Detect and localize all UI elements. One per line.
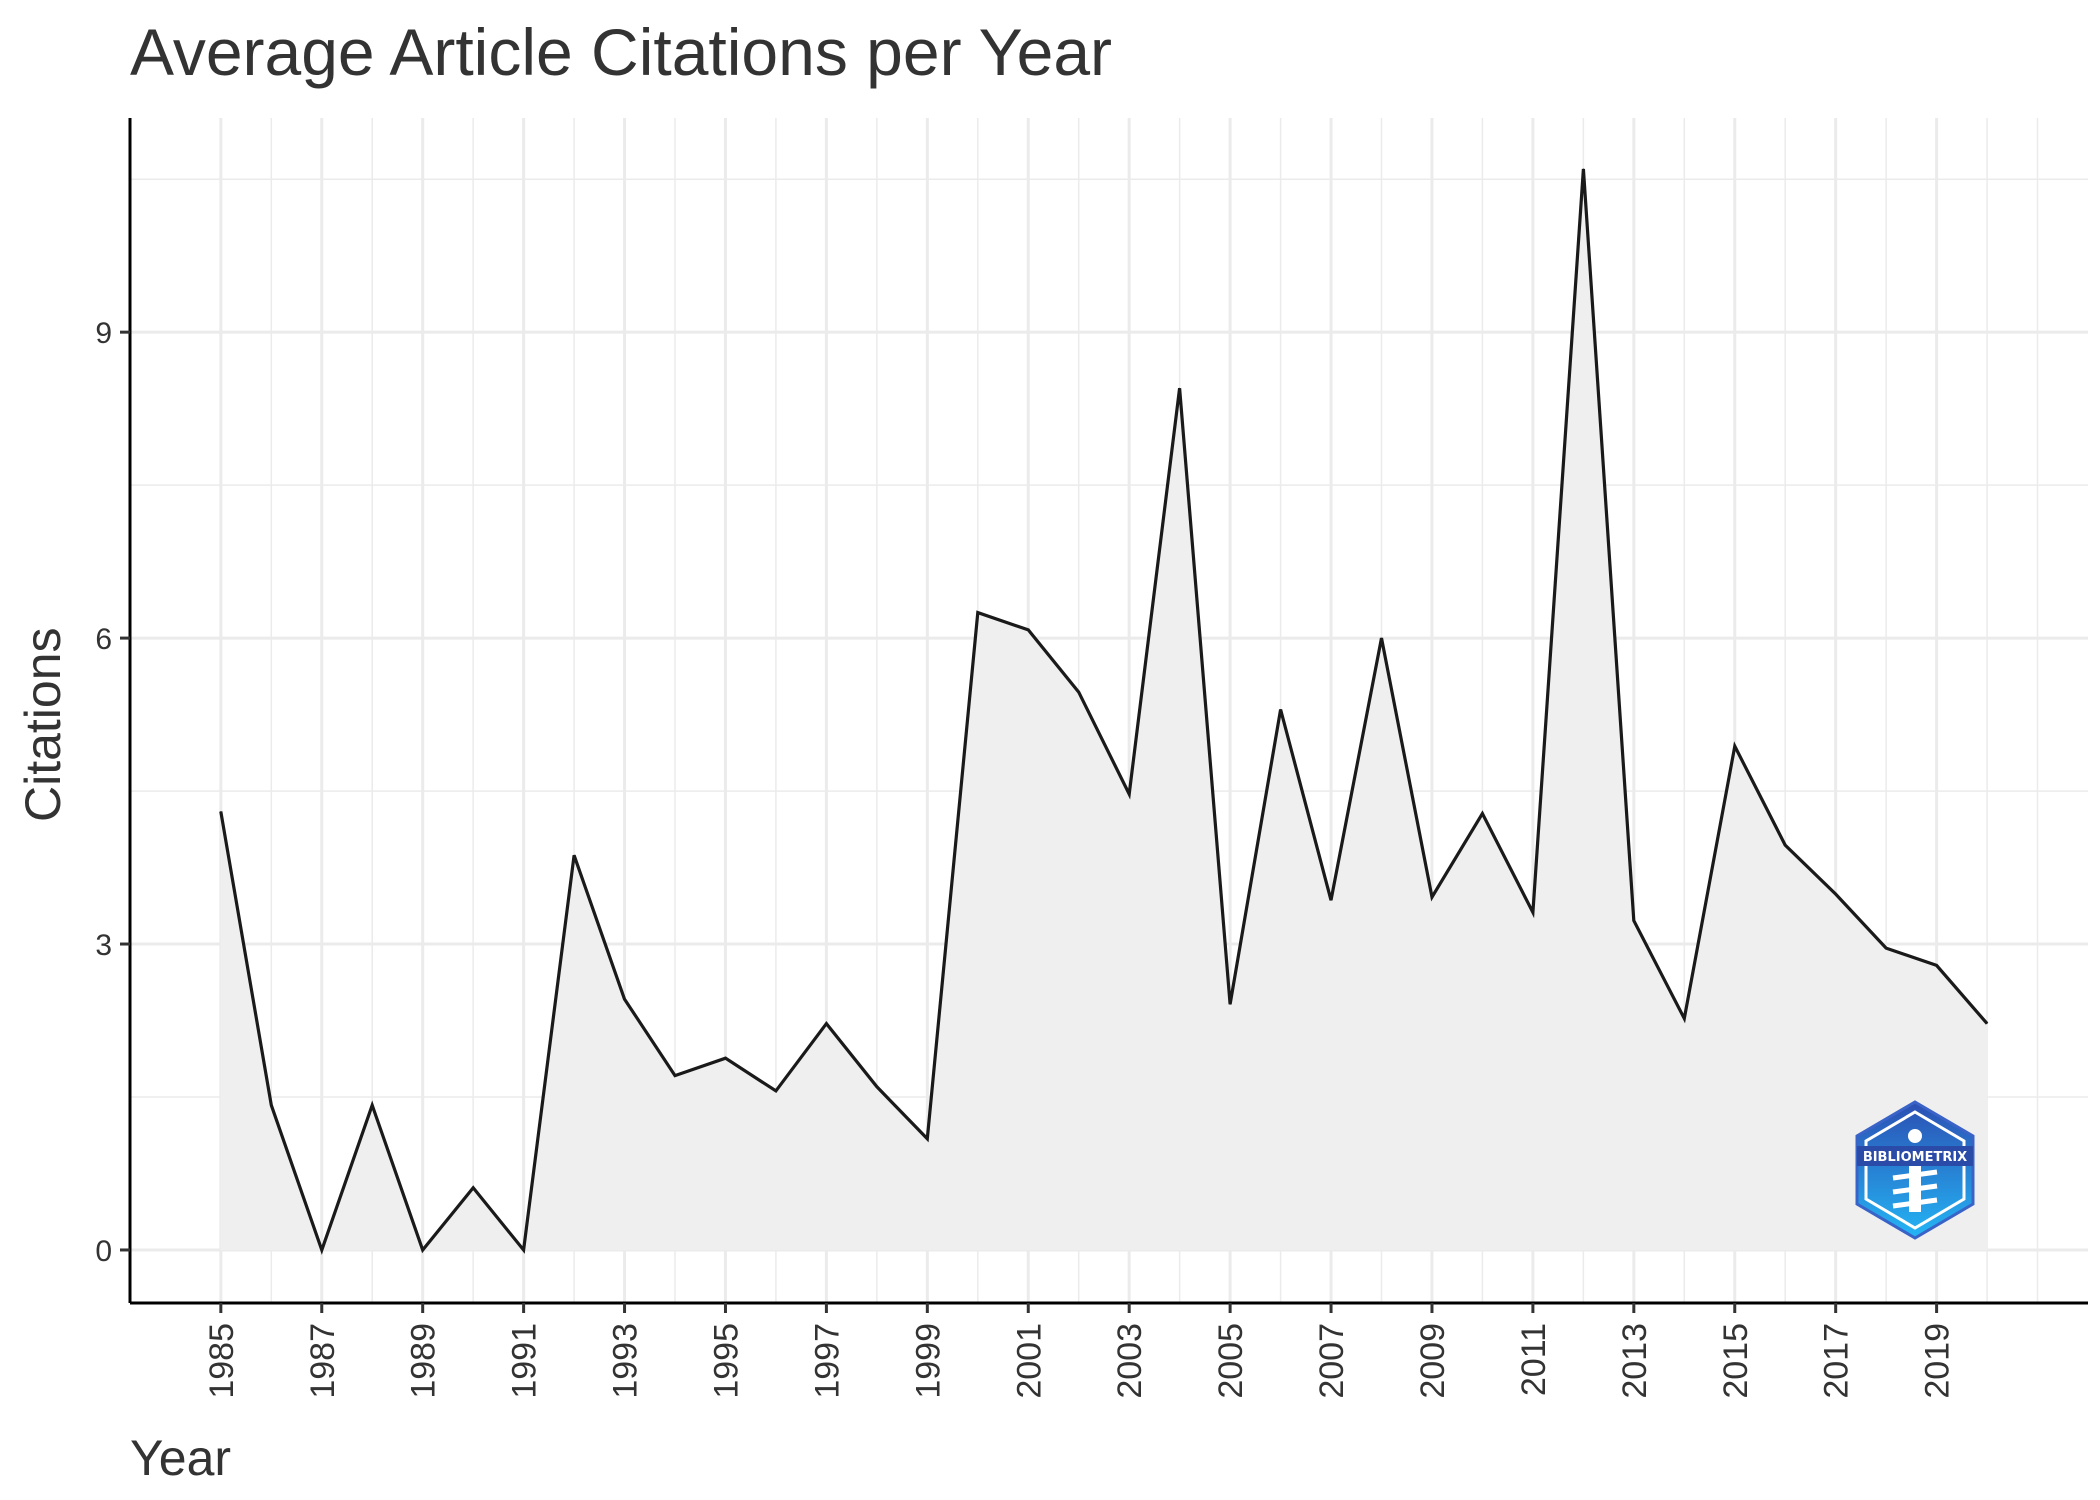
- x-tick-label: 2005: [1212, 1323, 1250, 1399]
- data-point: [1683, 1017, 1685, 1019]
- area-polygon: [220, 169, 1988, 1250]
- data-point: [472, 1187, 474, 1189]
- x-tick-label: 2015: [1717, 1323, 1755, 1399]
- data-point: [220, 810, 222, 812]
- x-tick-label: 1991: [506, 1323, 544, 1399]
- data-point: [1330, 899, 1332, 901]
- x-axis-ticks: 1985 1987 1989 1991 1993 1995 1997 1999 2001 2003…: [203, 1303, 1957, 1399]
- data-point: [876, 1086, 878, 1088]
- data-point: [1936, 964, 1938, 966]
- series-path: [219, 168, 1989, 1255]
- data-point: [1128, 793, 1130, 795]
- x-axis-title: Year: [130, 1430, 231, 1486]
- data-point: [422, 1249, 424, 1251]
- x-tick-label: 2009: [1414, 1323, 1452, 1399]
- x-tick-label: 1999: [909, 1323, 947, 1399]
- data-point: [1835, 893, 1837, 895]
- data-point: [523, 1249, 525, 1251]
- x-tick-label: 1989: [405, 1323, 443, 1399]
- data-point: [724, 1057, 726, 1059]
- data-point: [1481, 812, 1483, 814]
- data-point: [1532, 911, 1534, 913]
- x-tick-label: 2003: [1111, 1323, 1149, 1399]
- bibliometrix-logo-icon: BIBLIOMETRIX: [1855, 1100, 1975, 1240]
- x-tick-label: 2019: [1919, 1323, 1957, 1399]
- data-point: [1280, 708, 1282, 710]
- data-point: [775, 1090, 777, 1092]
- y-tick-label: 0: [95, 1235, 112, 1268]
- data-point: [1431, 896, 1433, 898]
- data-point: [321, 1249, 323, 1251]
- x-tick-label: 2007: [1313, 1323, 1351, 1399]
- x-tick-label: 2013: [1616, 1323, 1654, 1399]
- data-point: [1986, 1023, 1988, 1025]
- data-point: [1734, 745, 1736, 747]
- data-point: [573, 854, 575, 856]
- x-tick-label: 1997: [808, 1323, 846, 1399]
- data-point: [1582, 168, 1584, 170]
- x-tick-label: 2017: [1818, 1323, 1856, 1399]
- x-tick-label: 2011: [1515, 1323, 1553, 1396]
- x-tick-label: 2001: [1010, 1323, 1048, 1399]
- chart-title: Average Article Citations per Year: [130, 15, 1112, 89]
- area-fill: [220, 169, 1988, 1250]
- data-point: [1885, 947, 1887, 949]
- data-point: [624, 998, 626, 1000]
- data-point: [1179, 387, 1181, 389]
- y-tick-label: 6: [95, 623, 112, 656]
- series-line: [219, 168, 1989, 1255]
- data-point: [1229, 1003, 1231, 1005]
- x-tick-label: 1987: [304, 1323, 342, 1399]
- data-point: [1078, 691, 1080, 693]
- logo-text: BIBLIOMETRIX: [1863, 1150, 1967, 1165]
- data-point: [1784, 844, 1786, 846]
- data-point: [825, 1023, 827, 1025]
- data-points: [220, 168, 1988, 1251]
- y-tick-label: 9: [95, 317, 112, 350]
- data-point: [270, 1104, 272, 1106]
- y-tick-label: 3: [95, 929, 112, 962]
- x-tick-label: 1985: [203, 1323, 241, 1399]
- x-tick-label: 1995: [707, 1323, 745, 1399]
- data-point: [1027, 629, 1029, 631]
- data-point: [371, 1104, 373, 1106]
- data-point: [674, 1075, 676, 1077]
- y-axis-ticks: 0 3 6 9: [95, 317, 130, 1268]
- data-point: [1381, 637, 1383, 639]
- data-point: [1633, 920, 1635, 922]
- axes: [128, 118, 2088, 1305]
- data-point: [977, 612, 979, 614]
- x-tick-label: 1993: [607, 1323, 645, 1399]
- data-point: [926, 1138, 928, 1140]
- y-axis-title: Citations: [15, 627, 71, 822]
